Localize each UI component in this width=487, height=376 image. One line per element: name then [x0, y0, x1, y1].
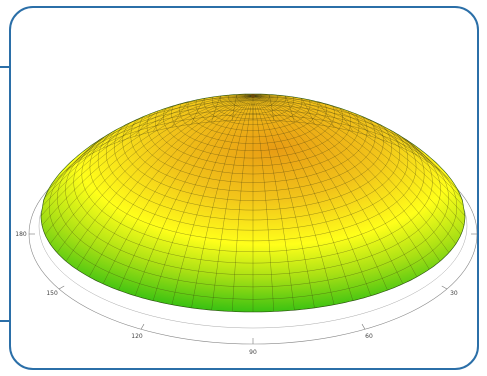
mesh-spoke — [211, 95, 254, 311]
mesh-spoke — [252, 95, 335, 305]
mesh-spoke — [56, 95, 254, 253]
azimuth-tick-label: 60 — [365, 333, 373, 340]
mesh-spoke — [231, 94, 254, 121]
mesh-spoke — [252, 95, 465, 217]
mesh-spoke — [102, 95, 254, 284]
azimuth-tick-label: 90 — [249, 349, 257, 356]
mesh-spoke — [252, 94, 354, 132]
mesh-spoke — [252, 95, 404, 284]
mesh-spoke — [41, 95, 254, 207]
mesh-spoke — [252, 95, 465, 207]
mesh-spoke — [252, 95, 295, 311]
mesh-spoke — [65, 95, 254, 262]
mesh-spoke — [211, 94, 254, 122]
mesh-ring — [41, 119, 465, 312]
mesh-spoke — [191, 95, 254, 308]
azimuth-tick — [441, 285, 448, 290]
azimuth-tick-label: 30 — [450, 290, 458, 297]
mesh-spoke — [252, 95, 315, 308]
azimuth-tick-label: 180 — [15, 231, 27, 238]
mesh-spoke — [231, 95, 254, 312]
mesh-spoke — [44, 95, 254, 235]
azimuth-tick-label: 150 — [46, 290, 58, 297]
mesh-spoke — [252, 95, 430, 270]
mesh-spoke — [252, 95, 450, 253]
mesh-spoke — [252, 94, 275, 121]
mesh-spoke — [171, 94, 254, 128]
mesh-spoke — [118, 95, 254, 291]
mesh-spoke — [252, 95, 388, 291]
mesh-spoke — [191, 94, 254, 125]
mesh-spoke — [252, 95, 418, 278]
mesh-spoke — [252, 95, 354, 301]
azimuth-tick — [361, 323, 366, 330]
mesh-spoke — [252, 95, 441, 262]
mesh-spoke — [152, 94, 254, 132]
azimuth-tick — [140, 323, 145, 330]
azimuth-ticks: 30 60 90 120 150 180 — [15, 231, 477, 356]
mesh-spoke — [252, 94, 295, 122]
frame-accent-line — [0, 66, 10, 322]
mesh-spoke — [252, 94, 315, 125]
dome-surface-plot: 30 60 90 120 150 180 — [15, 93, 477, 356]
mesh-spoke — [252, 94, 371, 137]
mesh-spoke — [252, 95, 275, 312]
mesh-spoke — [88, 95, 254, 278]
azimuth-tick-label: 120 — [131, 333, 143, 340]
mesh-spoke — [252, 95, 465, 226]
mesh-spoke — [171, 95, 254, 305]
dome-apex — [251, 94, 255, 98]
mesh-spoke — [252, 95, 457, 245]
surface-mesh — [41, 94, 465, 312]
mesh-spoke — [152, 95, 254, 301]
azimuth-tick — [58, 285, 65, 290]
mesh-spoke — [76, 95, 254, 270]
figure-frame: 30 60 90 120 150 180 — [9, 6, 479, 370]
mesh-spoke — [252, 95, 462, 235]
mesh-spoke — [135, 94, 254, 137]
mesh-spoke — [41, 95, 254, 226]
mesh-spoke — [41, 95, 254, 217]
mesh-spoke — [49, 95, 254, 245]
